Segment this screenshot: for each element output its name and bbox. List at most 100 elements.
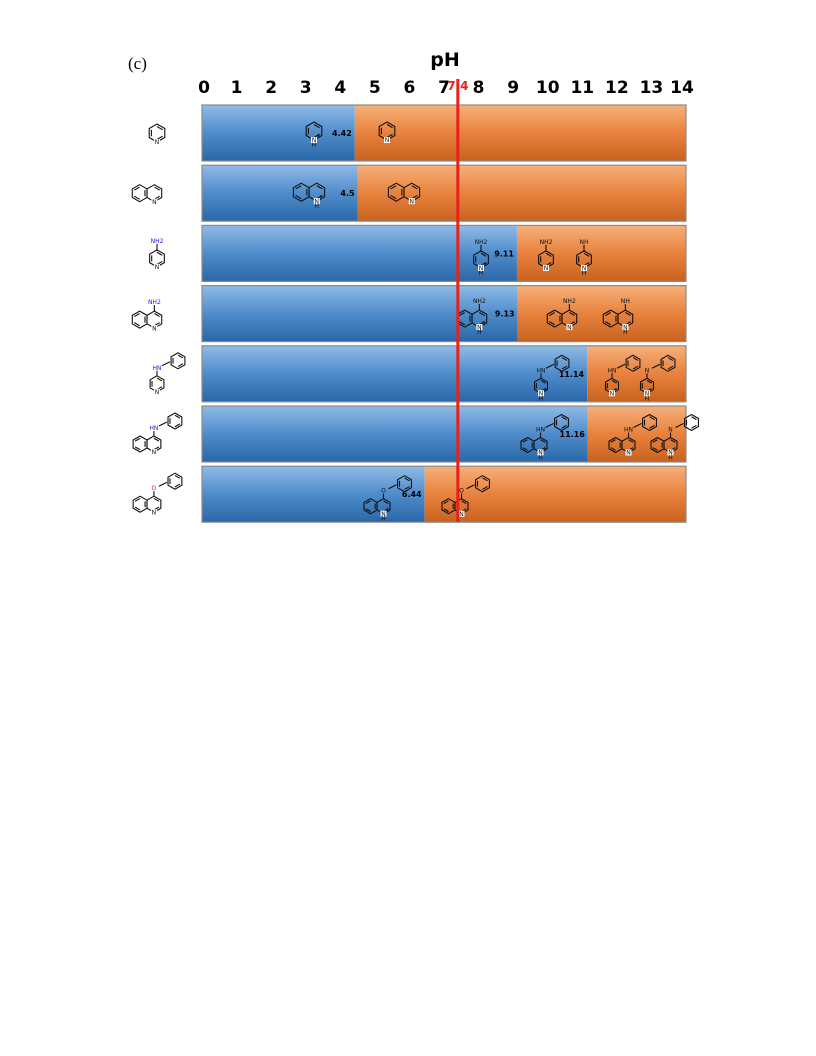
atom-label: HN [624, 427, 633, 434]
reference-line-label: 7.4 [447, 79, 468, 93]
atom-label: N [538, 450, 543, 457]
atom-label: H [479, 270, 484, 277]
atom-mask [154, 139, 160, 145]
atom-mask [154, 388, 160, 395]
atom-label: N [155, 264, 160, 271]
double-bond [482, 477, 488, 482]
double-bond [549, 312, 555, 317]
x-tick-label: 0 [198, 78, 210, 98]
double-bond [649, 416, 655, 421]
double-bond [561, 357, 568, 361]
bond [545, 363, 555, 369]
x-tick-label: 7 [438, 78, 450, 98]
row-frame [201, 465, 687, 523]
bar-neutral [354, 105, 686, 161]
double-bond [295, 194, 302, 200]
atom-label: N [152, 325, 157, 332]
double-bond [390, 185, 397, 190]
atom-label: H [381, 516, 386, 523]
double-bond [365, 500, 371, 504]
atom-label: N [567, 324, 572, 331]
double-bond [154, 313, 160, 318]
double-bond [134, 506, 141, 511]
charge-label: + [385, 507, 390, 514]
atom-mask [151, 198, 158, 205]
double-bond [652, 439, 658, 443]
atom-label: NH2 [151, 238, 164, 245]
atom-mask [581, 264, 587, 271]
double-bond [134, 446, 141, 451]
double-bond [667, 357, 674, 361]
double-bond [404, 486, 410, 490]
atom-label: NH2 [475, 239, 488, 246]
atom-mask [537, 449, 544, 456]
double-bond [632, 365, 639, 370]
atom-mask [150, 449, 157, 455]
atom-label: HN [153, 365, 162, 372]
bond [651, 363, 661, 369]
ring-bond [660, 354, 676, 372]
atom-label: N [152, 509, 157, 516]
double-bond [632, 357, 639, 361]
double-bond [611, 379, 617, 384]
double-bond [134, 195, 140, 200]
compound-rows: 4.42 4.5 9.11 9.13 11.14 11.16 6.44 [201, 104, 687, 523]
atom-label: H [668, 455, 673, 462]
bar-protonated [202, 466, 425, 523]
bar-neutral [357, 165, 686, 222]
atom-label: NH2 [540, 239, 553, 246]
atom-mask [478, 264, 484, 271]
double-bond [156, 126, 163, 131]
bond [161, 361, 171, 367]
pka-label: 4.5 [340, 189, 355, 198]
double-bond [605, 321, 611, 326]
panel-label: (c) [128, 54, 147, 73]
double-bond [177, 354, 184, 359]
bar-protonated [202, 165, 358, 222]
double-bond [174, 423, 181, 428]
double-bond [459, 321, 465, 326]
double-bond [691, 424, 697, 429]
atom-label: N [668, 450, 673, 457]
atom-label: HN [608, 367, 617, 374]
double-bond [549, 321, 555, 326]
atom-label: N [623, 324, 628, 331]
atom-mask [538, 390, 544, 397]
atom-label: N [479, 265, 484, 272]
double-bond [480, 252, 487, 257]
bond [466, 484, 475, 490]
atom-label: N [315, 198, 320, 205]
atom-mask [408, 198, 415, 205]
bond [158, 421, 168, 427]
ring-bond [554, 354, 570, 372]
double-bond [390, 194, 397, 200]
row-frame [201, 285, 687, 343]
bond [616, 363, 626, 369]
atom-mask [476, 324, 483, 331]
x-tick-label: 10 [536, 78, 560, 98]
atom-label: H [539, 395, 544, 402]
charge-label: + [315, 133, 320, 140]
atom-label: H [312, 142, 317, 149]
ring-bond [625, 354, 641, 372]
atom-label: N [645, 367, 650, 374]
atom-label: N [459, 511, 464, 518]
double-bond [561, 365, 568, 370]
double-bond [443, 500, 449, 504]
bond [388, 484, 397, 490]
ring-bond [554, 413, 569, 432]
atom-mask [313, 198, 320, 205]
bar-protonated [202, 406, 588, 462]
bar-neutral [517, 285, 686, 342]
double-bond [134, 322, 140, 327]
double-bond [316, 185, 323, 190]
double-bond [365, 508, 371, 513]
atom-label: N [381, 511, 386, 518]
x-tick-label: 4 [334, 78, 346, 98]
atom-label: N [410, 198, 415, 205]
double-bond [174, 483, 181, 488]
x-tick-label: 11 [570, 78, 594, 98]
x-tick-label: 6 [404, 78, 416, 98]
atom-mask [384, 137, 390, 143]
